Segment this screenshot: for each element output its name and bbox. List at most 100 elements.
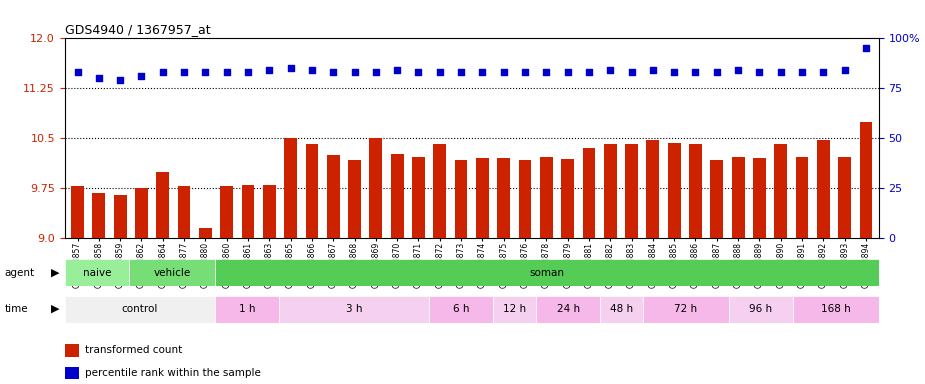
Point (113, 77, 128, 83)
Bar (817, 139, 830, 384)
Text: 12 h: 12 h (503, 304, 526, 314)
Point (816, 69, 831, 75)
FancyBboxPatch shape (493, 296, 536, 323)
Point (92, 75, 106, 81)
Bar (434, 144, 446, 384)
Bar (689, 144, 702, 384)
Bar (859, 122, 872, 384)
Bar (220, 186, 233, 384)
Bar (625, 144, 638, 384)
Point (432, 69, 447, 75)
Point (837, 67, 852, 73)
Bar (668, 143, 681, 384)
Bar (369, 138, 382, 384)
Bar (647, 139, 660, 384)
Bar (540, 157, 553, 384)
Text: 24 h: 24 h (557, 304, 580, 314)
FancyBboxPatch shape (65, 259, 129, 286)
Bar (583, 148, 596, 384)
Text: soman: soman (529, 268, 564, 278)
Point (453, 69, 468, 75)
Point (475, 69, 490, 75)
Bar (92, 193, 105, 384)
Point (709, 69, 724, 75)
FancyBboxPatch shape (793, 296, 879, 323)
Bar (348, 159, 361, 384)
Bar (284, 138, 297, 384)
Point (858, 45, 873, 51)
Text: 48 h: 48 h (610, 304, 634, 314)
Text: ▶: ▶ (51, 268, 59, 278)
Point (731, 67, 746, 73)
Bar (412, 157, 425, 384)
Text: vehicle: vehicle (154, 268, 191, 278)
Point (70, 69, 85, 75)
Text: 72 h: 72 h (674, 304, 697, 314)
FancyBboxPatch shape (536, 296, 600, 323)
Text: transformed count: transformed count (85, 345, 182, 355)
Bar (732, 157, 745, 384)
Bar (71, 186, 84, 384)
Text: 1 h: 1 h (239, 304, 255, 314)
FancyBboxPatch shape (65, 296, 215, 323)
FancyBboxPatch shape (215, 296, 279, 323)
Point (240, 69, 255, 75)
Bar (519, 159, 532, 384)
Bar (796, 157, 808, 384)
Bar (753, 158, 766, 384)
Point (411, 69, 426, 75)
Bar (199, 228, 212, 384)
Bar (156, 172, 169, 384)
Bar (561, 159, 574, 384)
Bar (455, 159, 467, 384)
Bar (498, 158, 510, 384)
FancyBboxPatch shape (600, 296, 643, 323)
Point (155, 69, 170, 75)
Point (667, 69, 682, 75)
Point (539, 69, 554, 75)
Point (603, 67, 618, 73)
Point (326, 69, 340, 75)
Point (688, 69, 703, 75)
Point (368, 69, 383, 75)
Point (646, 67, 660, 73)
Bar (838, 157, 851, 384)
Point (752, 69, 767, 75)
Point (219, 69, 234, 75)
Bar (65, 344, 80, 356)
Text: time: time (5, 304, 29, 314)
Text: percentile rank within the sample: percentile rank within the sample (85, 367, 261, 377)
Bar (135, 188, 148, 384)
FancyBboxPatch shape (643, 296, 729, 323)
Point (283, 65, 298, 71)
Text: naive: naive (82, 268, 111, 278)
Text: 168 h: 168 h (821, 304, 851, 314)
Text: 6 h: 6 h (453, 304, 469, 314)
Point (177, 69, 191, 75)
Bar (327, 155, 339, 384)
Point (582, 69, 597, 75)
Point (795, 69, 809, 75)
Bar (114, 195, 127, 384)
Point (497, 69, 512, 75)
Bar (65, 366, 80, 379)
Text: GDS4940 / 1367957_at: GDS4940 / 1367957_at (65, 23, 210, 36)
Point (561, 69, 575, 75)
Bar (774, 144, 787, 384)
Bar (476, 158, 488, 384)
Text: control: control (121, 304, 158, 314)
Bar (604, 144, 617, 384)
Text: agent: agent (5, 268, 35, 278)
Bar (178, 186, 191, 384)
Point (262, 67, 277, 73)
FancyBboxPatch shape (215, 259, 879, 286)
Bar (390, 154, 403, 384)
Bar (263, 185, 276, 384)
Bar (241, 185, 254, 384)
Text: 3 h: 3 h (346, 304, 363, 314)
Point (389, 67, 404, 73)
FancyBboxPatch shape (729, 296, 793, 323)
FancyBboxPatch shape (429, 296, 493, 323)
Text: 96 h: 96 h (749, 304, 772, 314)
Bar (305, 144, 318, 384)
